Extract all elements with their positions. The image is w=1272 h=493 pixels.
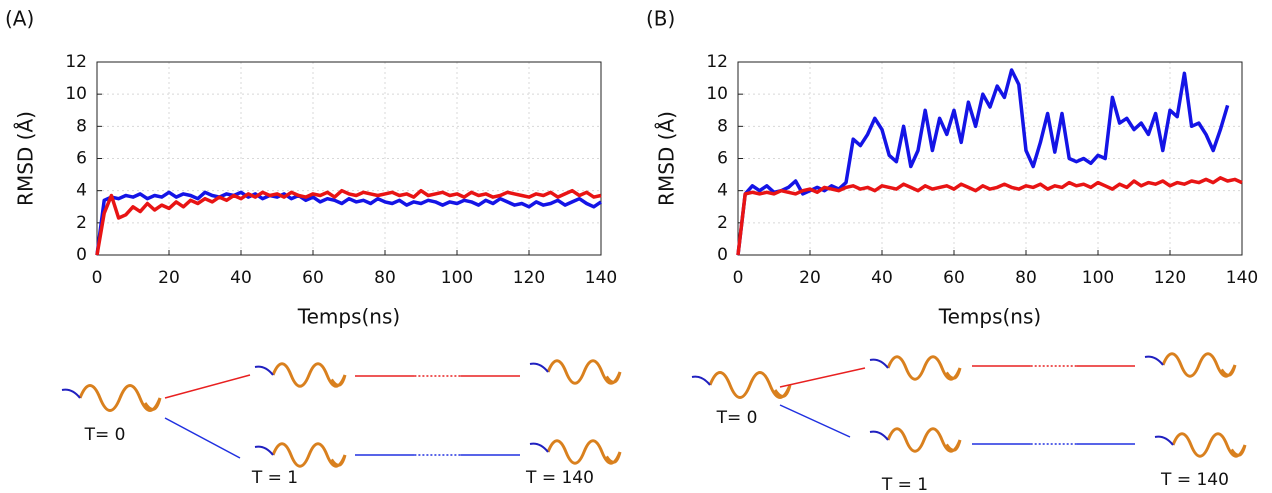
protein-tail	[869, 358, 889, 369]
x-axis-label: Temps(ns)	[297, 305, 400, 329]
protein-tail	[61, 388, 81, 399]
protein	[78, 384, 162, 412]
y-tick-label: 2	[717, 213, 728, 233]
y-tick-label: 0	[76, 245, 87, 265]
data-line	[736, 176, 1243, 256]
y-axis-label: RMSD (Å)	[655, 111, 679, 206]
x-axis-label: Temps(ns)	[938, 305, 1041, 329]
data-line	[95, 190, 602, 256]
connector	[779, 367, 866, 388]
protein	[271, 442, 347, 468]
y-tick-label: 12	[706, 52, 728, 72]
y-tick-label: 4	[717, 181, 728, 201]
x-tick-label: 80	[1015, 268, 1037, 288]
y-tick-label: 2	[76, 213, 87, 233]
time-label: T = 140	[525, 468, 594, 488]
connector	[164, 417, 241, 459]
protein-tail	[529, 442, 549, 453]
x-tick-label: 100	[1082, 268, 1114, 288]
y-axis-label: RMSD (Å)	[14, 111, 38, 206]
y-tick-label: 8	[76, 116, 87, 136]
x-tick-label: 0	[733, 268, 744, 288]
y-tick-label: 6	[76, 149, 87, 169]
protein-tail	[1144, 355, 1164, 366]
y-tick-label: 10	[65, 84, 87, 104]
x-tick-label: 40	[230, 268, 252, 288]
protein-tail	[691, 375, 711, 386]
x-tick-label: 60	[302, 268, 324, 288]
x-tick-label: 120	[1154, 268, 1186, 288]
x-tick-label: 60	[943, 268, 965, 288]
connector	[779, 404, 851, 438]
data-line	[736, 68, 1230, 256]
protein	[271, 362, 347, 388]
y-tick-label: 10	[706, 84, 728, 104]
x-tick-label: 0	[92, 268, 103, 288]
time-label: T= 0	[716, 408, 758, 428]
time-label: T= 0	[84, 425, 126, 445]
protein-tail	[869, 430, 889, 441]
y-tick-label: 0	[717, 245, 728, 265]
protein-tail	[1154, 435, 1174, 446]
y-tick-label: 12	[65, 52, 87, 72]
time-label: T = 1	[251, 468, 298, 488]
x-tick-label: 120	[513, 268, 545, 288]
y-tick-label: 8	[717, 116, 728, 136]
x-tick-label: 20	[158, 268, 180, 288]
protein-tail	[254, 445, 274, 456]
x-tick-label: 40	[871, 268, 893, 288]
protein	[546, 439, 622, 465]
plot-frame	[96, 61, 602, 256]
x-tick-label: 80	[374, 268, 396, 288]
plot-frame	[737, 61, 1243, 256]
protein	[546, 359, 622, 385]
x-tick-label: 100	[441, 268, 473, 288]
time-label: T = 1	[881, 475, 928, 493]
time-label: T = 140	[1160, 470, 1229, 490]
y-tick-label: 4	[76, 181, 87, 201]
x-tick-label: 140	[585, 268, 617, 288]
connector	[164, 374, 251, 399]
panel-label: (B)	[646, 7, 675, 31]
panel-label: (A)	[5, 7, 34, 31]
x-tick-label: 140	[1226, 268, 1258, 288]
y-tick-label: 6	[717, 149, 728, 169]
protein-tail	[529, 362, 549, 373]
x-tick-label: 20	[799, 268, 821, 288]
protein	[1171, 432, 1247, 458]
protein	[886, 355, 962, 381]
protein	[708, 371, 792, 399]
protein	[1161, 352, 1237, 378]
protein-tail	[254, 365, 274, 376]
data-line	[95, 188, 602, 256]
protein	[886, 427, 962, 453]
